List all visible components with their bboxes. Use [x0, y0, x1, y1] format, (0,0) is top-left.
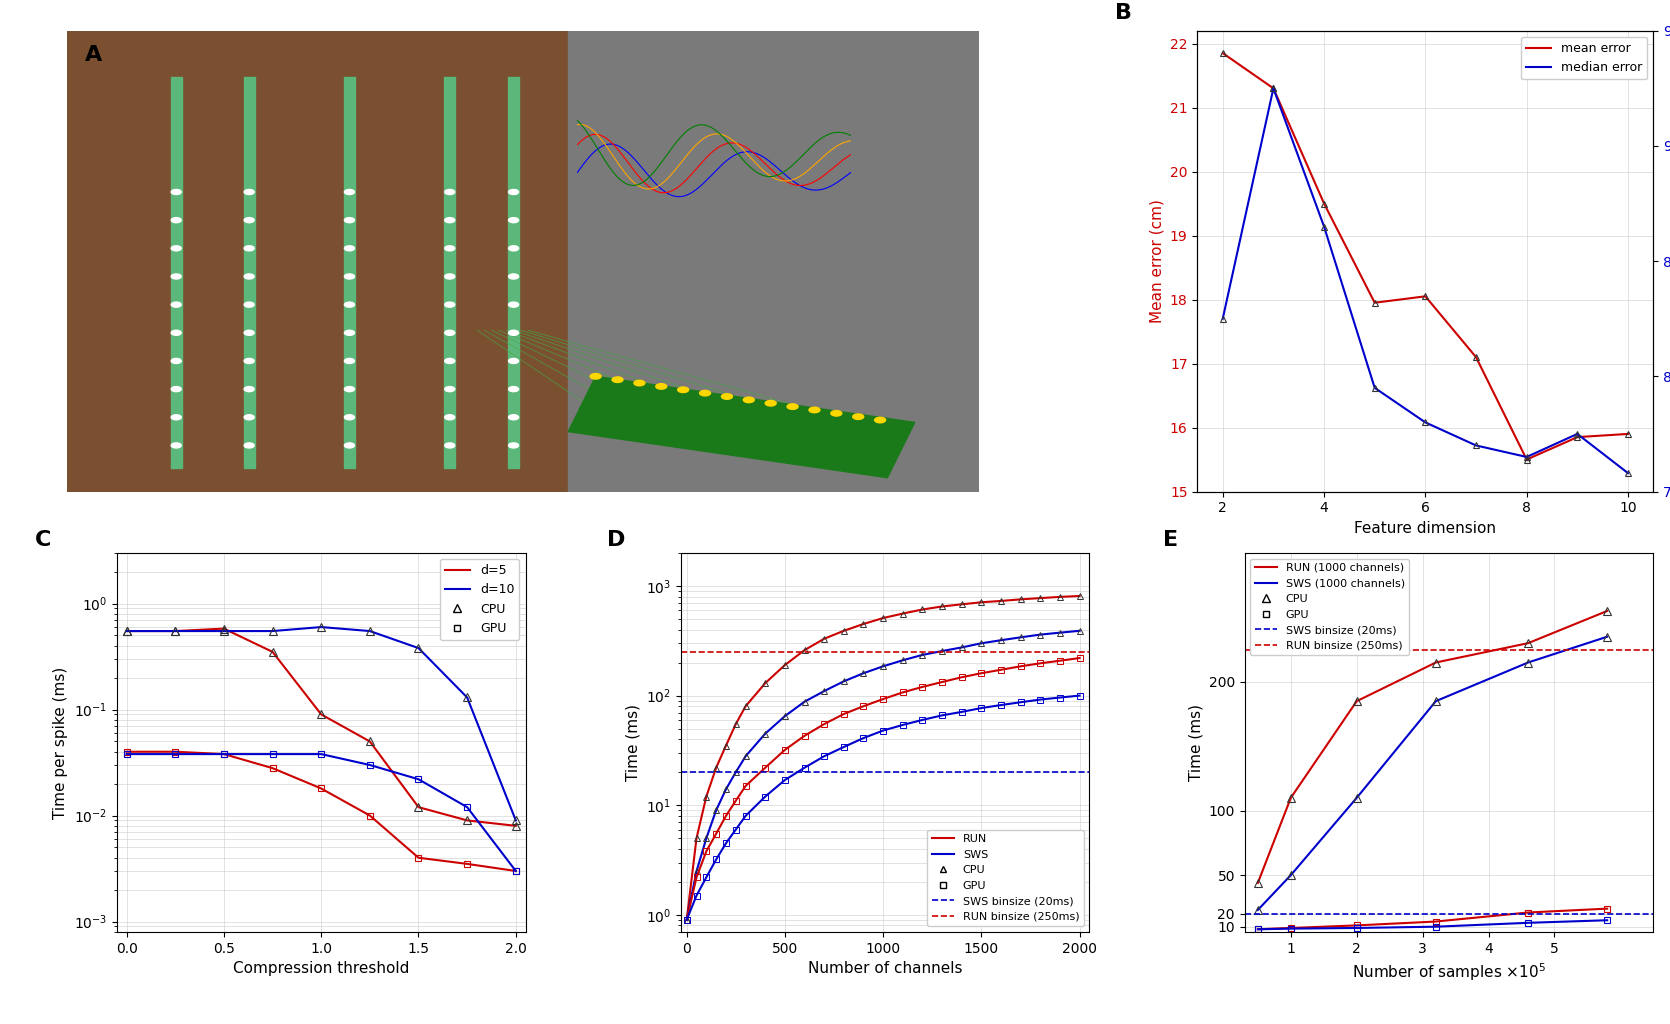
Circle shape	[244, 415, 254, 420]
Circle shape	[444, 387, 454, 391]
X-axis label: Feature dimension: Feature dimension	[1354, 521, 1496, 536]
Circle shape	[509, 274, 519, 279]
Circle shape	[344, 189, 354, 195]
Circle shape	[344, 274, 354, 279]
Circle shape	[444, 415, 454, 420]
Circle shape	[444, 331, 454, 335]
Circle shape	[590, 374, 601, 379]
Legend: RUN, SWS, CPU, GPU, SWS binsize (20ms), RUN binsize (250ms): RUN, SWS, CPU, GPU, SWS binsize (20ms), …	[927, 829, 1084, 927]
Legend: RUN (1000 channels), SWS (1000 channels), CPU, GPU, SWS binsize (20ms), RUN bins: RUN (1000 channels), SWS (1000 channels)…	[1251, 558, 1409, 655]
Circle shape	[678, 387, 688, 392]
Bar	[508, 77, 519, 469]
Circle shape	[244, 189, 254, 195]
Circle shape	[509, 387, 519, 391]
Circle shape	[244, 246, 254, 251]
Circle shape	[344, 358, 354, 364]
Circle shape	[444, 443, 454, 447]
Circle shape	[444, 358, 454, 364]
Bar	[444, 77, 456, 469]
X-axis label: Compression threshold: Compression threshold	[234, 962, 409, 976]
Bar	[170, 77, 182, 469]
Circle shape	[853, 414, 863, 420]
Circle shape	[344, 443, 354, 447]
Circle shape	[787, 403, 798, 410]
Circle shape	[172, 387, 182, 391]
Circle shape	[172, 274, 182, 279]
Circle shape	[344, 246, 354, 251]
Circle shape	[611, 377, 623, 382]
Circle shape	[172, 358, 182, 364]
Text: E: E	[1162, 530, 1177, 550]
Circle shape	[509, 189, 519, 195]
Bar	[344, 77, 356, 469]
Circle shape	[344, 387, 354, 391]
Circle shape	[721, 394, 733, 399]
Circle shape	[743, 397, 755, 402]
Text: D: D	[608, 530, 626, 550]
X-axis label: Number of samples $\times10^5$: Number of samples $\times10^5$	[1353, 962, 1546, 983]
Circle shape	[172, 302, 182, 307]
Circle shape	[765, 400, 777, 406]
Text: C: C	[35, 530, 52, 550]
Circle shape	[875, 418, 885, 423]
Legend: mean error, median error: mean error, median error	[1521, 37, 1647, 79]
Circle shape	[172, 331, 182, 335]
Circle shape	[244, 387, 254, 391]
Circle shape	[635, 380, 645, 386]
Circle shape	[700, 390, 710, 396]
Circle shape	[509, 358, 519, 364]
X-axis label: Number of channels: Number of channels	[808, 962, 962, 976]
Legend: d=5, d=10, CPU, GPU: d=5, d=10, CPU, GPU	[439, 559, 519, 640]
Circle shape	[509, 246, 519, 251]
Circle shape	[244, 274, 254, 279]
Circle shape	[244, 218, 254, 222]
Circle shape	[244, 443, 254, 447]
Y-axis label: Time (ms): Time (ms)	[1187, 703, 1202, 781]
Circle shape	[444, 302, 454, 307]
Bar	[67, 31, 568, 492]
Bar	[244, 77, 254, 469]
Circle shape	[509, 302, 519, 307]
Y-axis label: Time per spike (ms): Time per spike (ms)	[53, 667, 68, 818]
Circle shape	[509, 331, 519, 335]
Circle shape	[656, 384, 666, 389]
Circle shape	[172, 415, 182, 420]
Circle shape	[444, 274, 454, 279]
Text: A: A	[85, 45, 102, 65]
Circle shape	[344, 415, 354, 420]
Circle shape	[444, 246, 454, 251]
Circle shape	[172, 189, 182, 195]
Circle shape	[244, 358, 254, 364]
Circle shape	[344, 218, 354, 222]
Circle shape	[344, 302, 354, 307]
Polygon shape	[568, 376, 915, 477]
Circle shape	[244, 302, 254, 307]
Circle shape	[509, 443, 519, 447]
Circle shape	[172, 246, 182, 251]
Circle shape	[444, 218, 454, 222]
Y-axis label: Time (ms): Time (ms)	[625, 703, 640, 781]
Bar	[568, 31, 979, 492]
Circle shape	[509, 415, 519, 420]
Circle shape	[172, 443, 182, 447]
Text: B: B	[1116, 3, 1132, 24]
Circle shape	[344, 331, 354, 335]
Circle shape	[244, 331, 254, 335]
Circle shape	[444, 189, 454, 195]
Circle shape	[509, 218, 519, 222]
Y-axis label: Mean error (cm): Mean error (cm)	[1149, 200, 1164, 323]
Circle shape	[172, 218, 182, 222]
Circle shape	[808, 408, 820, 413]
Circle shape	[832, 411, 842, 416]
